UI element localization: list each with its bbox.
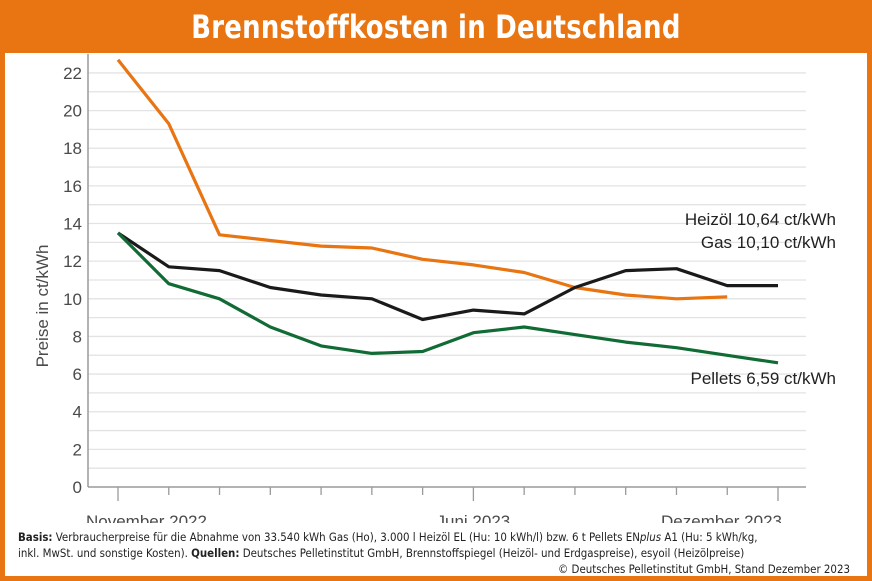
copyright: © Deutsches Pelletinstitut GmbH, Stand D… [558,562,850,576]
y-tick-label: 20 [63,102,82,121]
basis-italic: plus [639,530,662,544]
y-axis-title: Preise in ct/kWh [33,245,52,368]
annotation-gas: Gas 10,10 ct/kWh [701,233,836,252]
y-tick-label: 16 [63,177,82,196]
series-line-heizoel [117,231,778,322]
gridlines [88,72,806,469]
x-tick-label: Dezember 2023 [661,512,782,523]
basis-label: Basis: [18,530,53,544]
footer-basis-line: Basis: Verbraucherpreise für die Abnahme… [18,529,850,545]
annotation-heizoel: Heizöl 10,64 ct/kWh [685,210,836,229]
chart-title: Brennstoffkosten in Deutschland [191,7,681,46]
y-tick-label: 2 [73,440,82,459]
series-lines [116,58,779,365]
sources-label: Quellen: [191,546,240,560]
y-tick-label: 18 [63,139,82,158]
annotation-pellets: Pellets 6,59 ct/kWh [690,369,836,388]
series-line-pellets [116,231,779,365]
y-tick-labels: 0 2 4 6 8 10 12 14 16 18 20 22 [63,64,82,497]
y-tick-label: 14 [63,215,82,234]
title-bar: Brennstoffkosten in Deutschland [0,0,872,53]
basis-text: Verbraucherpreise für die Abnahme von 33… [52,530,640,544]
series-annotations: Heizöl 10,64 ct/kWh Gas 10,10 ct/kWh Pelle… [685,210,836,388]
y-tick-label: 22 [63,64,82,83]
footer-sources-line: inkl. MwSt. und sonstige Kosten). Quelle… [18,545,850,561]
y-tick-label: 12 [63,252,82,271]
series-line-gas [116,58,728,301]
y-tick-label: 8 [73,327,82,346]
line-chart: 0 2 4 6 8 10 12 14 16 18 20 22 November 2022 Juni 20… [33,53,836,523]
basis-text-cont: A1 (Hu: 5 kWh/kg, [661,530,758,544]
x-tick-label: Juni 2023 [437,512,511,523]
y-tick-label: 4 [73,403,82,422]
y-tick-label: 0 [73,478,82,497]
x-tick-label: November 2022 [86,512,207,523]
x-tick-labels: November 2022 Juni 2023 Dezember 2023 [86,512,782,523]
y-tick-label: 10 [63,290,82,309]
footer-notes: Basis: Verbraucherpreise für die Abnahme… [18,529,850,577]
axes [87,53,806,501]
sources-text: Deutsches Pelletinstitut GmbH, Brennstof… [239,546,745,560]
y-tick-label: 6 [73,365,82,384]
basis-text-end: inkl. MwSt. und sonstige Kosten). [18,546,192,560]
